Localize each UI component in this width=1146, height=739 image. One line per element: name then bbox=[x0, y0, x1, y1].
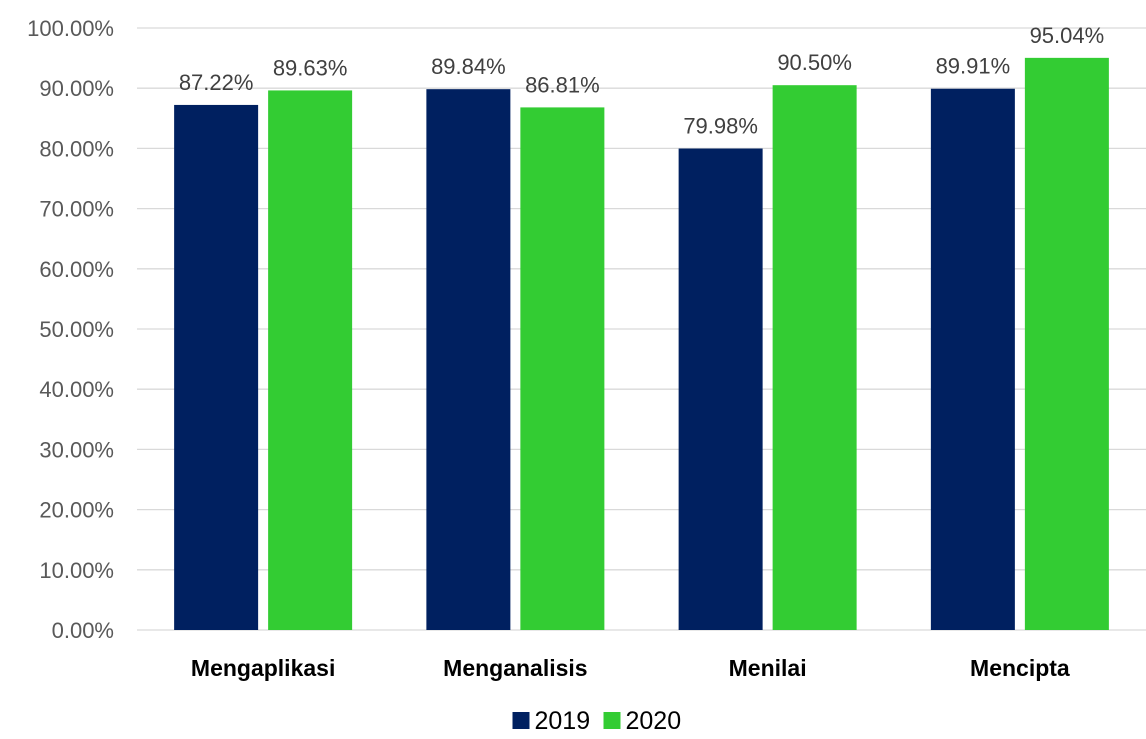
y-tick-label: 90.00% bbox=[39, 76, 114, 101]
y-tick-label: 0.00% bbox=[52, 618, 114, 643]
bars bbox=[174, 57, 1109, 631]
data-labels: 87.22% 89.63% 89.84% 86.81% 79.98% 90.50% 89.9… bbox=[179, 23, 1104, 139]
x-tick-label-menganalisis: Menganalisis bbox=[443, 655, 587, 681]
y-axis-tick-labels: 0.00% 10.00% 20.00% 30.00% 40.00% 50.00% 60.00… bbox=[27, 16, 114, 643]
bar-2020-mengaplikasi bbox=[268, 90, 353, 631]
data-label-2020-menganalisis: 86.81% bbox=[525, 72, 600, 97]
y-tick-label: 80.00% bbox=[39, 136, 114, 161]
legend-swatch-2019 bbox=[512, 712, 530, 729]
x-tick-label-menilai: Menilai bbox=[729, 655, 807, 681]
data-label-2019-menilai: 79.98% bbox=[683, 114, 758, 139]
data-label-2020-mengaplikasi: 89.63% bbox=[273, 55, 348, 80]
legend: 2019 2020 bbox=[512, 707, 682, 735]
x-tick-label-mengaplikasi: Mengaplikasi bbox=[191, 655, 335, 681]
y-tick-label: 70.00% bbox=[39, 197, 114, 222]
legend-label-2019: 2019 bbox=[535, 707, 591, 735]
data-label-2019-mencipta: 89.91% bbox=[936, 54, 1011, 79]
y-tick-label: 10.00% bbox=[39, 558, 114, 583]
y-tick-label: 50.00% bbox=[39, 317, 114, 342]
legend-swatch-2020 bbox=[603, 712, 621, 729]
bar-2019-mencipta bbox=[930, 88, 1015, 630]
bar-2020-menilai bbox=[772, 85, 857, 630]
data-label-2020-menilai: 90.50% bbox=[777, 50, 852, 75]
bar-2020-menganalisis bbox=[520, 107, 605, 630]
y-tick-label: 20.00% bbox=[39, 498, 114, 523]
bar-2019-mengaplikasi bbox=[174, 104, 259, 630]
x-axis-tick-labels: Mengaplikasi Menganalisis Menilai Mencipta bbox=[191, 655, 1070, 681]
legend-label-2020: 2020 bbox=[626, 707, 682, 735]
y-tick-label: 60.00% bbox=[39, 257, 114, 282]
data-label-2019-mengaplikasi: 87.22% bbox=[179, 70, 254, 95]
bar-2019-menganalisis bbox=[426, 89, 511, 630]
data-label-2019-menganalisis: 89.84% bbox=[431, 54, 506, 79]
x-tick-label-mencipta: Mencipta bbox=[970, 655, 1070, 681]
bar-2020-mencipta bbox=[1024, 57, 1109, 631]
data-label-2020-mencipta: 95.04% bbox=[1030, 23, 1105, 48]
y-tick-label: 100.00% bbox=[27, 16, 114, 41]
bar-2019-menilai bbox=[678, 148, 763, 631]
y-tick-label: 40.00% bbox=[39, 377, 114, 402]
y-tick-label: 30.00% bbox=[39, 437, 114, 462]
